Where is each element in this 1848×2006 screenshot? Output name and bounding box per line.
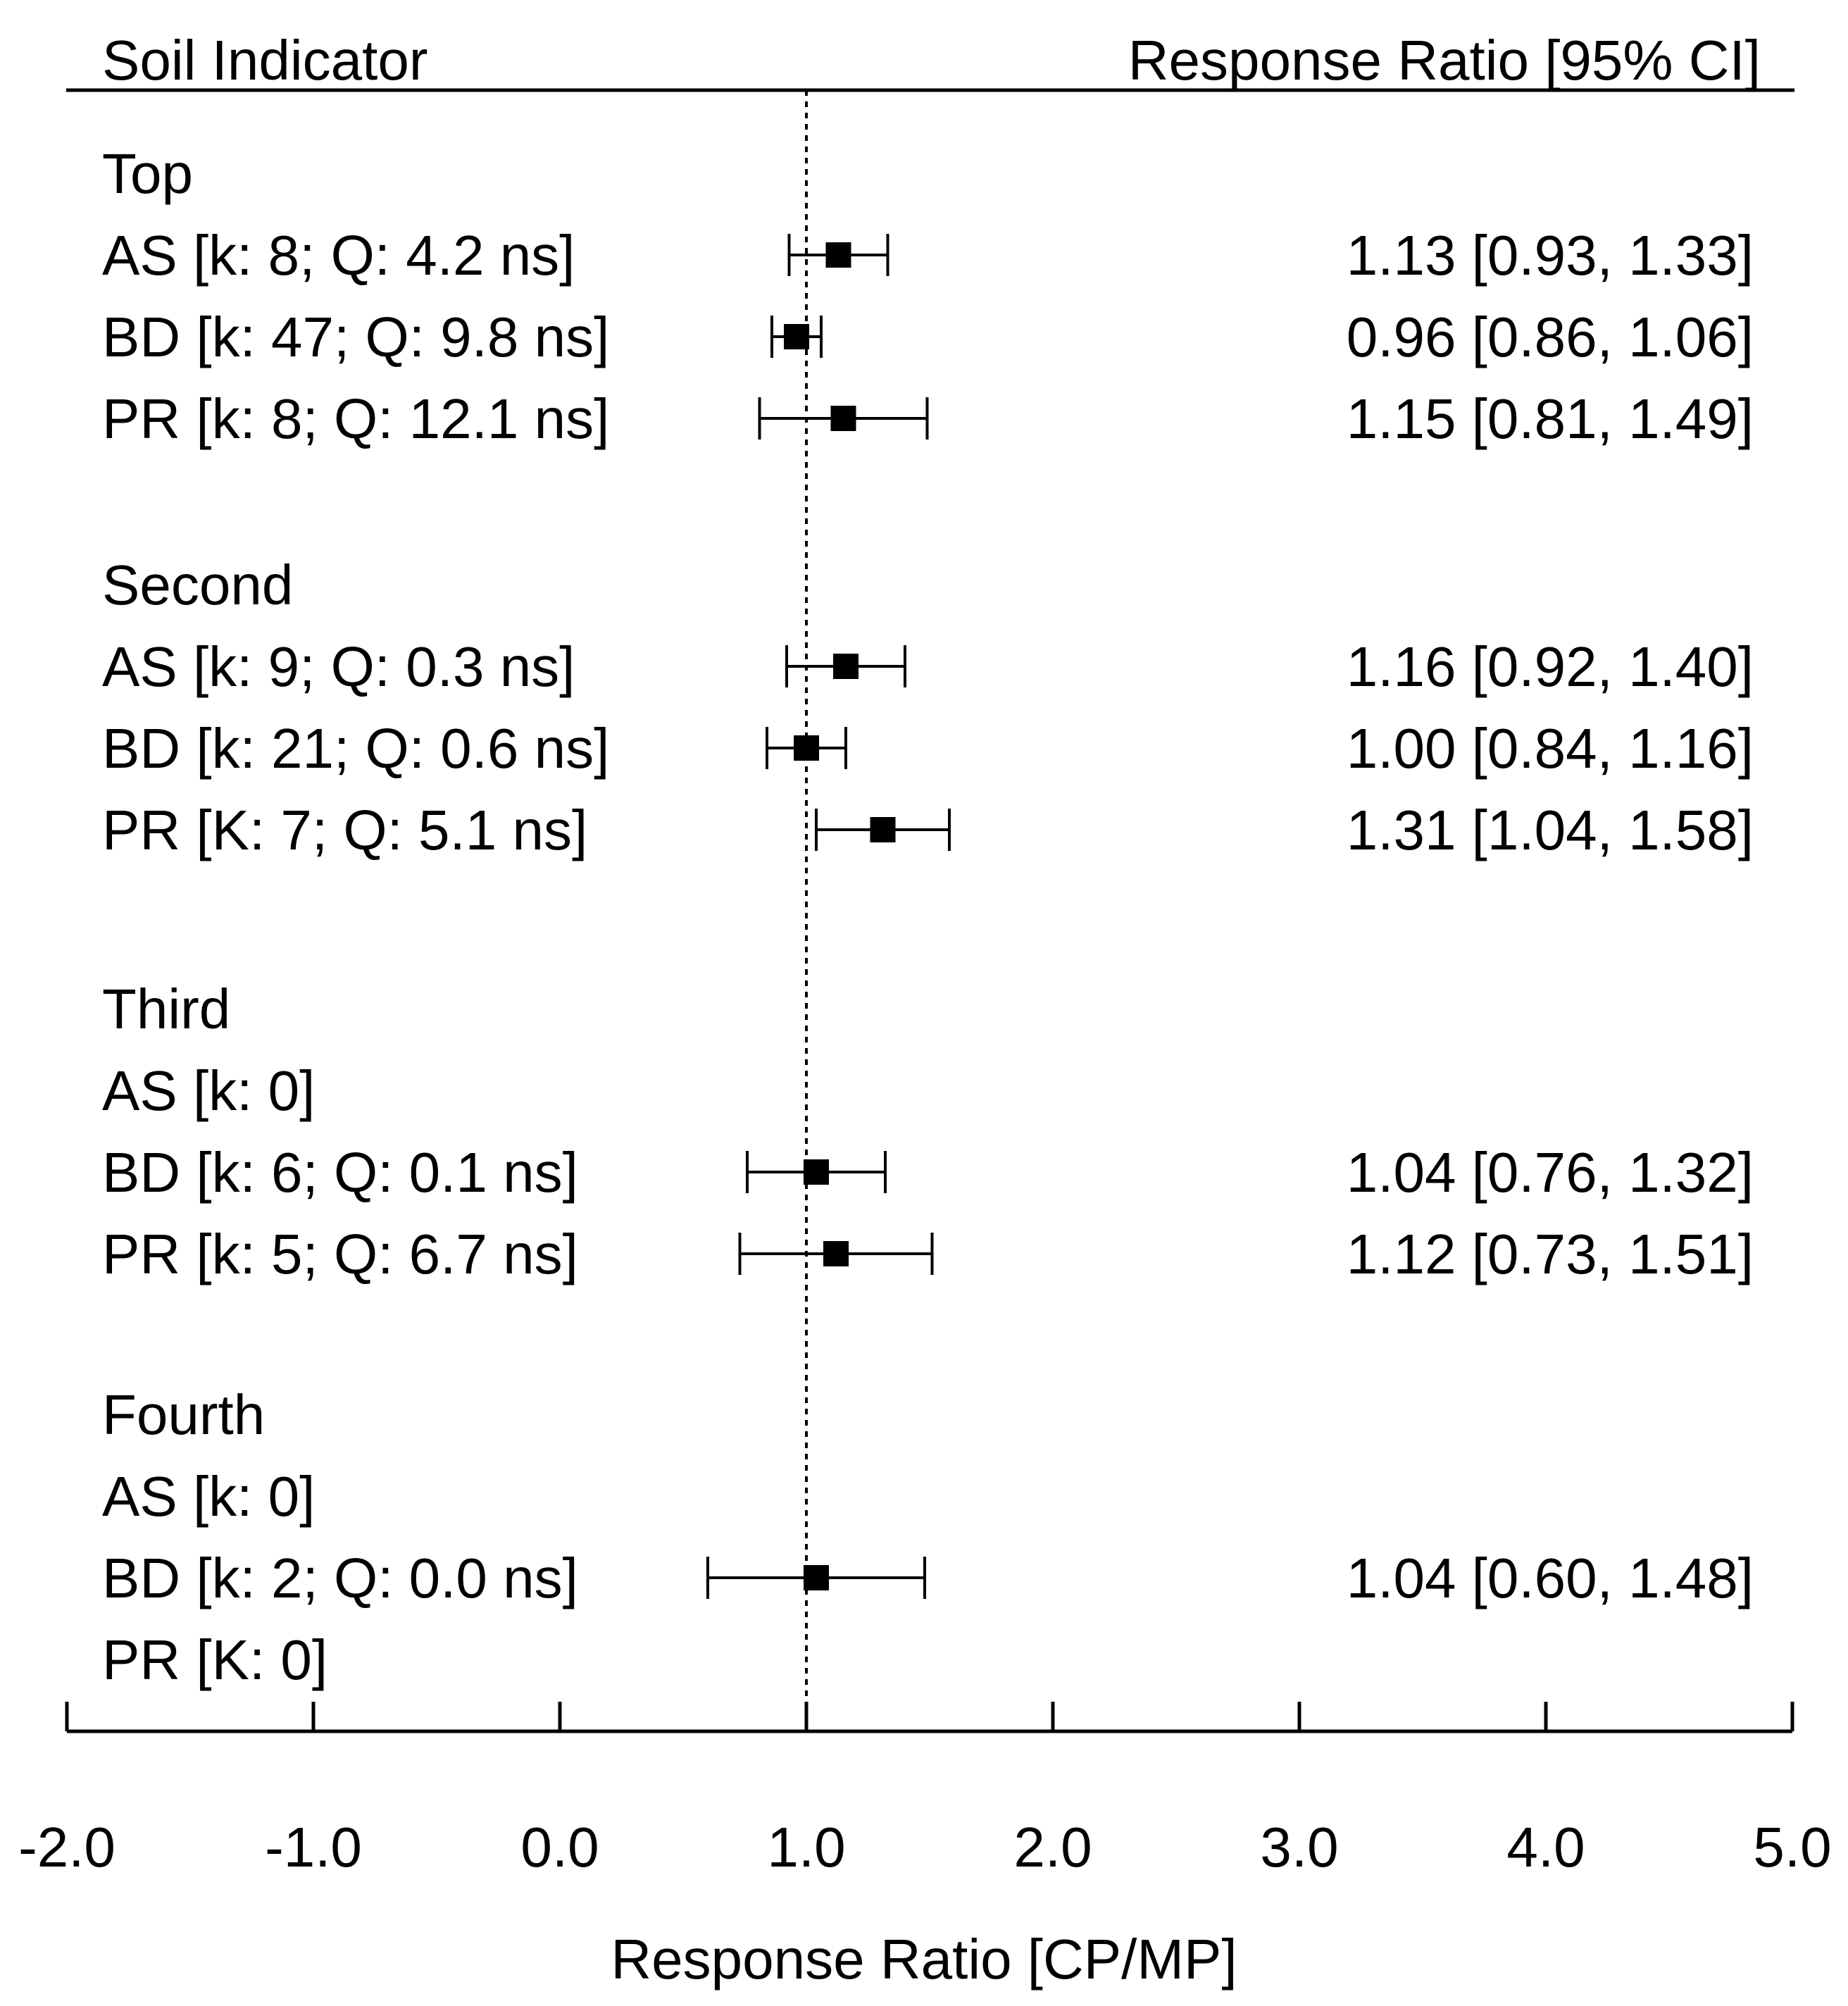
- x-tick-label: 3.0: [1260, 1816, 1338, 1879]
- group-label: Third: [102, 978, 230, 1040]
- point-estimate: [833, 654, 859, 679]
- x-tick-label: 1.0: [767, 1816, 845, 1879]
- row-label: PR [K: 7; Q: 5.1 ns]: [102, 799, 587, 861]
- point-estimate: [794, 735, 819, 761]
- group-label: Fourth: [102, 1383, 265, 1446]
- ci-value-text: 0.96 [0.86, 1.06]: [1347, 306, 1754, 368]
- x-tick-label: 5.0: [1753, 1816, 1831, 1879]
- row-label: PR [K: 0]: [102, 1628, 327, 1691]
- row-label: BD [k: 2; Q: 0.0 ns]: [102, 1547, 578, 1609]
- ci-value-text: 1.15 [0.81, 1.49]: [1347, 387, 1754, 450]
- point-estimate: [830, 406, 856, 431]
- header-soil-indicator: Soil Indicator: [102, 29, 427, 92]
- x-tick-label: -2.0: [18, 1816, 116, 1879]
- x-tick-label: 4.0: [1506, 1816, 1585, 1879]
- point-estimate: [804, 1565, 829, 1590]
- row-label: BD [k: 47; Q: 9.8 ns]: [102, 306, 609, 368]
- group-label: Top: [102, 142, 193, 205]
- header-response-ratio-ci: Response Ratio [95% CI]: [1128, 29, 1761, 92]
- ci-value-text: 1.13 [0.93, 1.33]: [1347, 224, 1754, 287]
- x-tick-label: 2.0: [1013, 1816, 1092, 1879]
- ci-value-text: 1.16 [0.92, 1.40]: [1347, 635, 1754, 698]
- row-label: PR [k: 5; Q: 6.7 ns]: [102, 1223, 578, 1285]
- x-axis-label: Response Ratio [CP/MP]: [611, 1928, 1237, 1991]
- x-tick-label: 0.0: [520, 1816, 599, 1879]
- row-label: AS [k: 9; Q: 0.3 ns]: [102, 635, 575, 698]
- row-label: AS [k: 0]: [102, 1059, 315, 1122]
- point-estimate: [870, 817, 896, 842]
- ci-value-text: 1.00 [0.84, 1.16]: [1347, 717, 1754, 780]
- point-estimate: [804, 1159, 829, 1185]
- ci-value-text: 1.04 [0.60, 1.48]: [1347, 1547, 1754, 1609]
- point-estimate: [823, 1241, 849, 1266]
- point-estimate: [825, 242, 851, 268]
- ci-value-text: 1.04 [0.76, 1.32]: [1347, 1141, 1754, 1204]
- x-tick-label: -1.0: [265, 1816, 362, 1879]
- row-label: PR [k: 8; Q: 12.1 ns]: [102, 387, 609, 450]
- group-label: Second: [102, 554, 293, 616]
- row-label: AS [k: 0]: [102, 1465, 315, 1528]
- row-label: AS [k: 8; Q: 4.2 ns]: [102, 224, 575, 287]
- ci-value-text: 1.31 [1.04, 1.58]: [1347, 799, 1754, 861]
- row-label: BD [k: 6; Q: 0.1 ns]: [102, 1141, 578, 1204]
- point-estimate: [784, 324, 809, 349]
- ci-value-text: 1.12 [0.73, 1.51]: [1347, 1223, 1754, 1285]
- row-label: BD [k: 21; Q: 0.6 ns]: [102, 717, 609, 780]
